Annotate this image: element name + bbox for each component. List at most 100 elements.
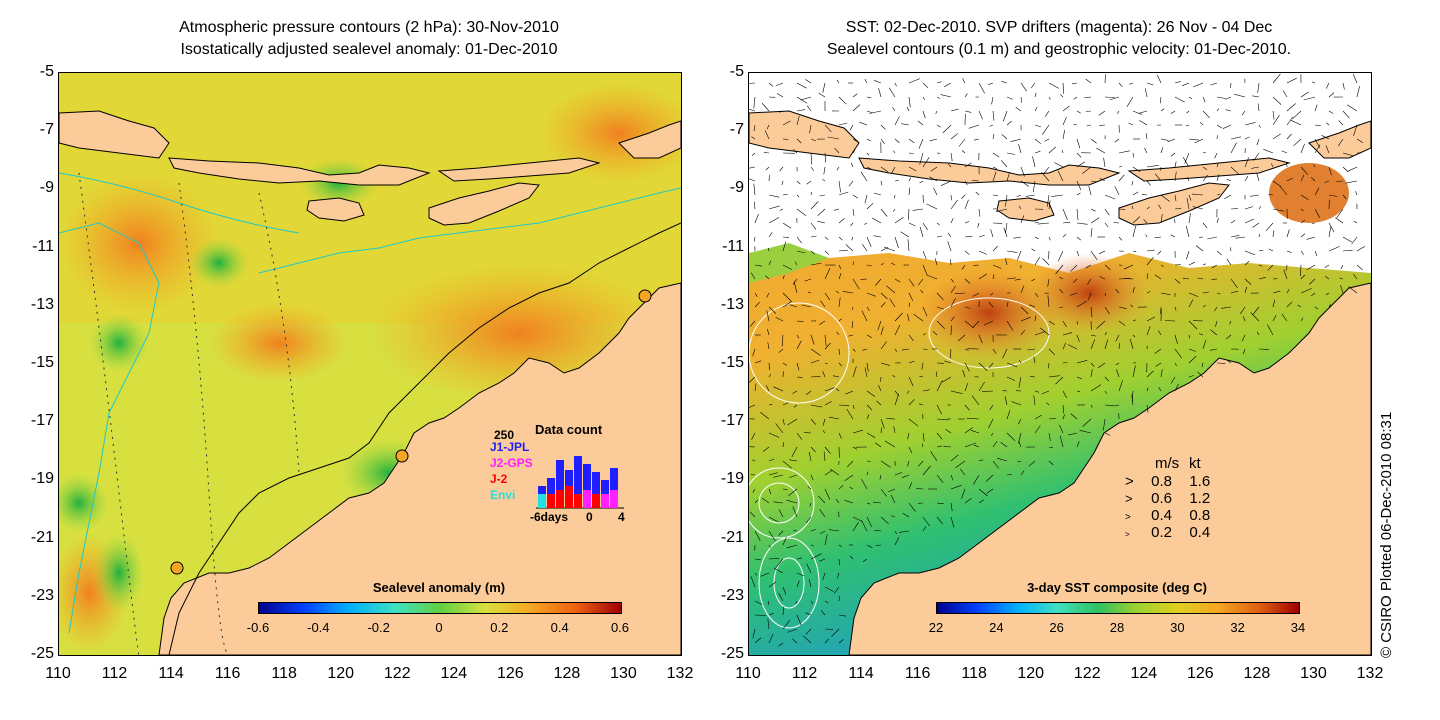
velocity-arrow [805, 612, 812, 616]
velocity-arrow [768, 544, 771, 548]
velocity-arrow [787, 418, 798, 426]
velocity-arrow [873, 192, 882, 196]
velocity-arrow [1356, 138, 1364, 144]
velocity-arrow [773, 386, 784, 392]
credit-text: © CSIRO Plotted 06-Dec-2010 08:31 [1378, 411, 1395, 658]
velocity-arrow [908, 360, 915, 364]
velocity-arrow [992, 348, 997, 354]
velocity-arrow [866, 236, 872, 248]
velocity-arrow [810, 446, 816, 453]
velocity-arrow [919, 152, 924, 165]
velocity-arrow [950, 259, 952, 266]
velocity-arrow [1197, 371, 1204, 378]
velocity-arrow [809, 502, 812, 507]
velocity-arrow [754, 264, 763, 267]
velocity-arrow [970, 430, 980, 434]
velocity-arrow [1283, 269, 1288, 280]
velocity-arrow [964, 427, 973, 434]
velocity-arrow [1076, 222, 1088, 225]
velocity-arrow [1020, 166, 1025, 177]
data-count-inset: Data count 250 J1-JPL J2-GPS J-2 Envi -6… [480, 420, 640, 530]
velocity-arrow [1244, 260, 1250, 266]
velocity-arrow [766, 292, 770, 298]
velocity-arrow [977, 222, 980, 228]
velocity-arrow [1160, 292, 1171, 295]
velocity-arrow [1282, 90, 1288, 98]
velocity-arrow [950, 199, 958, 210]
velocity-arrow [964, 199, 969, 210]
velocity-arrow [852, 516, 863, 522]
velocity-arrow [789, 474, 798, 478]
velocity-arrow [894, 236, 899, 248]
velocity-arrow [768, 516, 779, 523]
velocity-arrow [1104, 331, 1107, 336]
velocity-arrow [751, 136, 756, 140]
velocity-arrow [824, 268, 831, 280]
velocity-arrow [1258, 233, 1261, 238]
velocity-arrow [978, 110, 983, 120]
velocity-arrow [880, 166, 889, 172]
velocity-arrow [1048, 82, 1060, 89]
velocity-arrow [985, 474, 994, 482]
velocity-arrow [921, 362, 924, 370]
velocity-arrow [992, 171, 997, 182]
velocity-arrow [838, 639, 844, 644]
velocity-arrow [922, 465, 931, 476]
velocity-arrow [1154, 173, 1162, 182]
bar-group [538, 456, 618, 508]
velocity-arrow [1286, 116, 1293, 126]
velocity-arrow [866, 334, 873, 339]
velocity-arrow [828, 416, 840, 420]
velocity-arrow [807, 291, 812, 294]
velocity-arrow [862, 558, 868, 562]
velocity-arrow [1230, 166, 1240, 175]
velocity-arrow [801, 304, 812, 308]
velocity-arrow [908, 278, 915, 287]
velocity-arrow [1076, 152, 1082, 158]
velocity-arrow [992, 133, 995, 140]
velocity-arrow [1191, 193, 1204, 196]
velocity-arrow [1046, 402, 1050, 406]
velocity-arrow [942, 124, 952, 134]
velocity-arrow [796, 340, 802, 350]
velocity-arrow [989, 124, 994, 127]
velocity-arrow [1281, 150, 1288, 154]
velocity-arrow [1257, 82, 1260, 93]
velocity-arrow [1076, 236, 1081, 241]
velocity-arrow [828, 529, 840, 532]
data-count-x-zero: 0 [586, 510, 593, 524]
velocity-arrow [1103, 418, 1106, 431]
velocity-arrow [1132, 286, 1135, 294]
velocity-arrow [1170, 110, 1176, 115]
velocity-arrow [1216, 124, 1223, 129]
velocity-arrow [1244, 206, 1253, 210]
velocity-arrow [922, 348, 928, 350]
x-tick-label: 110 [45, 665, 71, 682]
velocity-arrow [1059, 276, 1064, 280]
velocity-arrow [1000, 160, 1008, 168]
velocity-arrow [824, 534, 828, 546]
velocity-arrow [820, 610, 826, 616]
velocity-arrow [1286, 229, 1290, 238]
velocity-arrow [753, 124, 756, 132]
velocity-arrow [880, 341, 887, 350]
velocity-arrow [880, 180, 883, 186]
velocity-arrow [1230, 290, 1239, 294]
velocity-arrow [851, 236, 854, 241]
velocity-legend-row: > 0.8 1.6 [1125, 473, 1210, 490]
velocity-arrow [1033, 395, 1036, 406]
velocity-arrow [754, 600, 763, 605]
velocity-arrow [1230, 136, 1242, 140]
velocity-arrow [992, 460, 1000, 469]
velocity-arrow [1216, 162, 1219, 168]
y-tick-label: -21 [720, 528, 744, 546]
velocity-arrow [992, 166, 997, 169]
velocity-arrow [888, 488, 896, 493]
velocity-arrow [1346, 104, 1358, 112]
velocity-arrow [990, 432, 994, 437]
velocity-arrow [789, 459, 798, 462]
velocity-arrow [992, 264, 1002, 269]
velocity-arrow [1006, 376, 1016, 381]
velocity-arrow [947, 232, 952, 238]
velocity-arrow [775, 423, 784, 434]
